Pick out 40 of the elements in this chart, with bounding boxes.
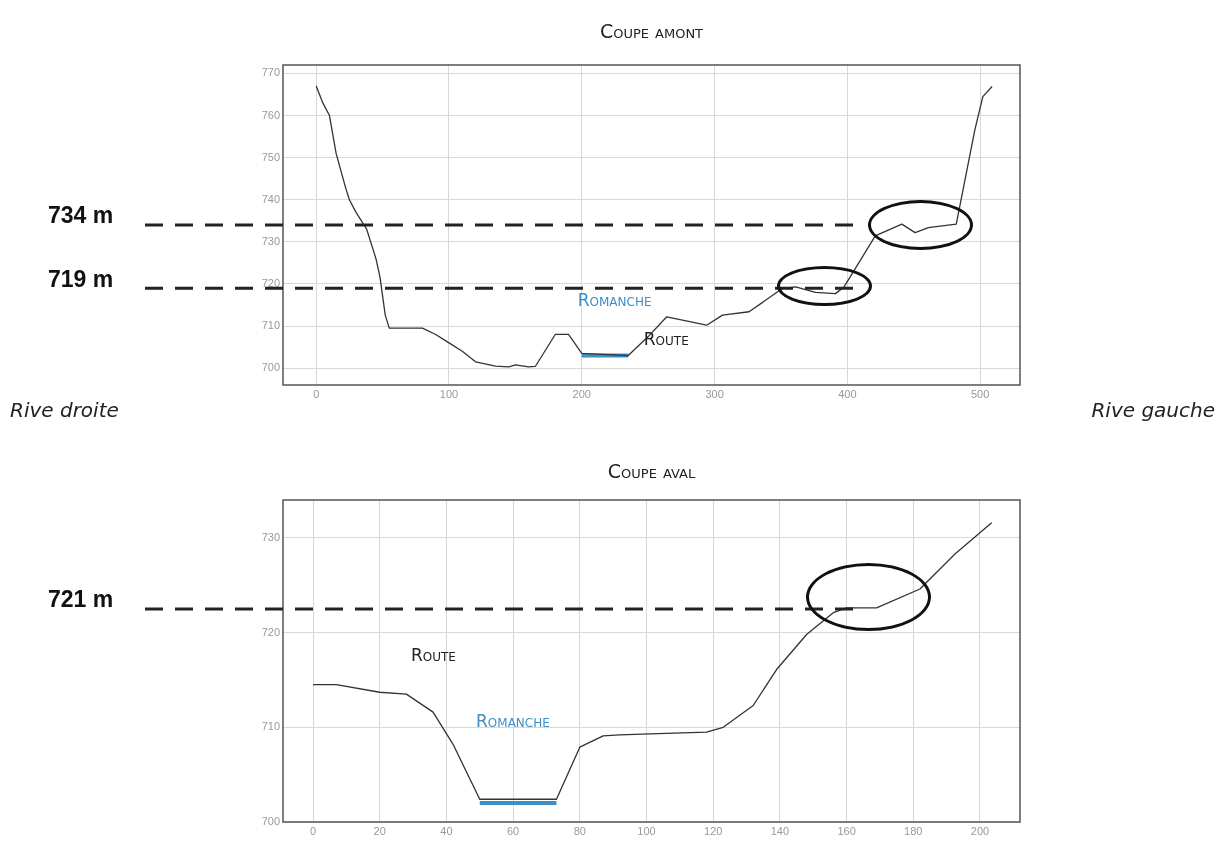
x-tick-label: 300: [705, 387, 724, 400]
y-tick-label: 720: [261, 625, 280, 638]
x-tick-label: 100: [637, 824, 656, 837]
y-tick-label: 740: [261, 192, 280, 205]
x-tick-label: 500: [970, 387, 990, 400]
annotation: Route: [410, 644, 456, 665]
x-tick-label: 80: [573, 824, 586, 837]
x-tick-label: 200: [572, 387, 591, 400]
ref-line-label: 719 m: [48, 265, 114, 292]
text: Rive gauche: [1091, 398, 1215, 422]
y-tick-label: 720: [261, 276, 280, 289]
x-tick-label: 200: [970, 824, 990, 837]
x-tick-label: 0: [309, 824, 317, 837]
y-tick-label: 710: [261, 319, 280, 332]
x-tick-label: 20: [373, 824, 386, 837]
y-tick-label: 710: [261, 720, 280, 733]
y-tick-label: 700: [261, 361, 280, 374]
y-tick-label: 700: [261, 815, 280, 828]
x-tick-label: 400: [838, 387, 857, 400]
ref-line-label: 734 m: [48, 202, 114, 229]
y-tick-label: 760: [261, 108, 280, 121]
x-tick-label: 60: [506, 824, 520, 837]
y-tick-label: 770: [261, 66, 280, 79]
y-tick-label: 730: [261, 234, 280, 247]
annotation: Route: [643, 328, 689, 349]
chart-title: Coupe aval: [606, 460, 697, 482]
chart-title: Coupe amont: [598, 20, 705, 42]
x-tick-label: 140: [770, 824, 790, 837]
text: Rive droite: [10, 398, 119, 422]
x-tick-label: 40: [440, 824, 453, 837]
x-tick-label: 160: [837, 824, 856, 837]
y-tick-label: 730: [261, 530, 280, 543]
annotation: Romanche: [577, 290, 652, 311]
x-tick-label: 100: [439, 387, 459, 400]
y-tick-label: 750: [261, 150, 280, 163]
x-tick-label: 120: [704, 824, 723, 837]
annotation: Romanche: [476, 710, 550, 731]
ref-line-label: 721 m: [48, 586, 114, 613]
x-tick-label: 0: [313, 387, 320, 400]
x-tick-label: 180: [904, 824, 923, 837]
